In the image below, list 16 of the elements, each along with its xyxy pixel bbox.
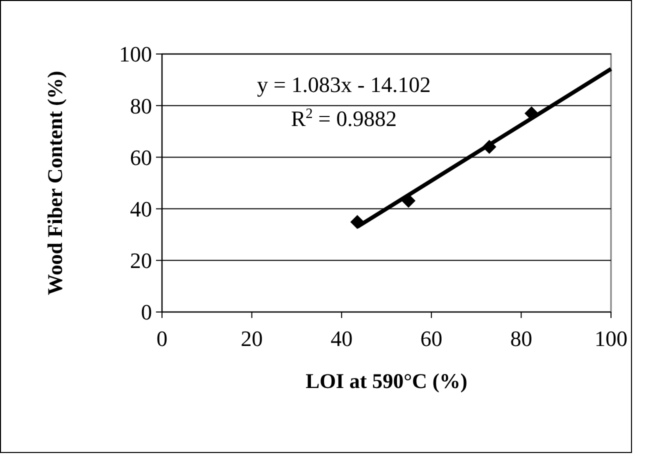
x-tick-label: 40 <box>330 326 353 351</box>
x-tick-label: 60 <box>420 326 442 351</box>
annotation: R$^{2}$ = 0.9882 <box>290 106 397 131</box>
x-tick-label: 100 <box>594 326 628 351</box>
x-tick-label: 0 <box>156 326 168 351</box>
x-tick-label: 80 <box>510 326 532 351</box>
y-tick-label: 20 <box>130 248 152 274</box>
y-tick-label: 100 <box>119 42 152 67</box>
y-tick-label: 0 <box>141 300 152 325</box>
annotation: y = 1.083x - 14.102 <box>256 72 431 97</box>
y-tick-label: 60 <box>130 144 152 170</box>
x-axis-title: LOI at 590°C (%) <box>306 369 468 393</box>
x-tick-label: 20 <box>240 326 263 351</box>
y-axis-title: Wood Fiber Content (%) <box>43 70 67 296</box>
y-tick-label: 80 <box>130 93 152 118</box>
y-tick-label: 40 <box>130 196 152 222</box>
